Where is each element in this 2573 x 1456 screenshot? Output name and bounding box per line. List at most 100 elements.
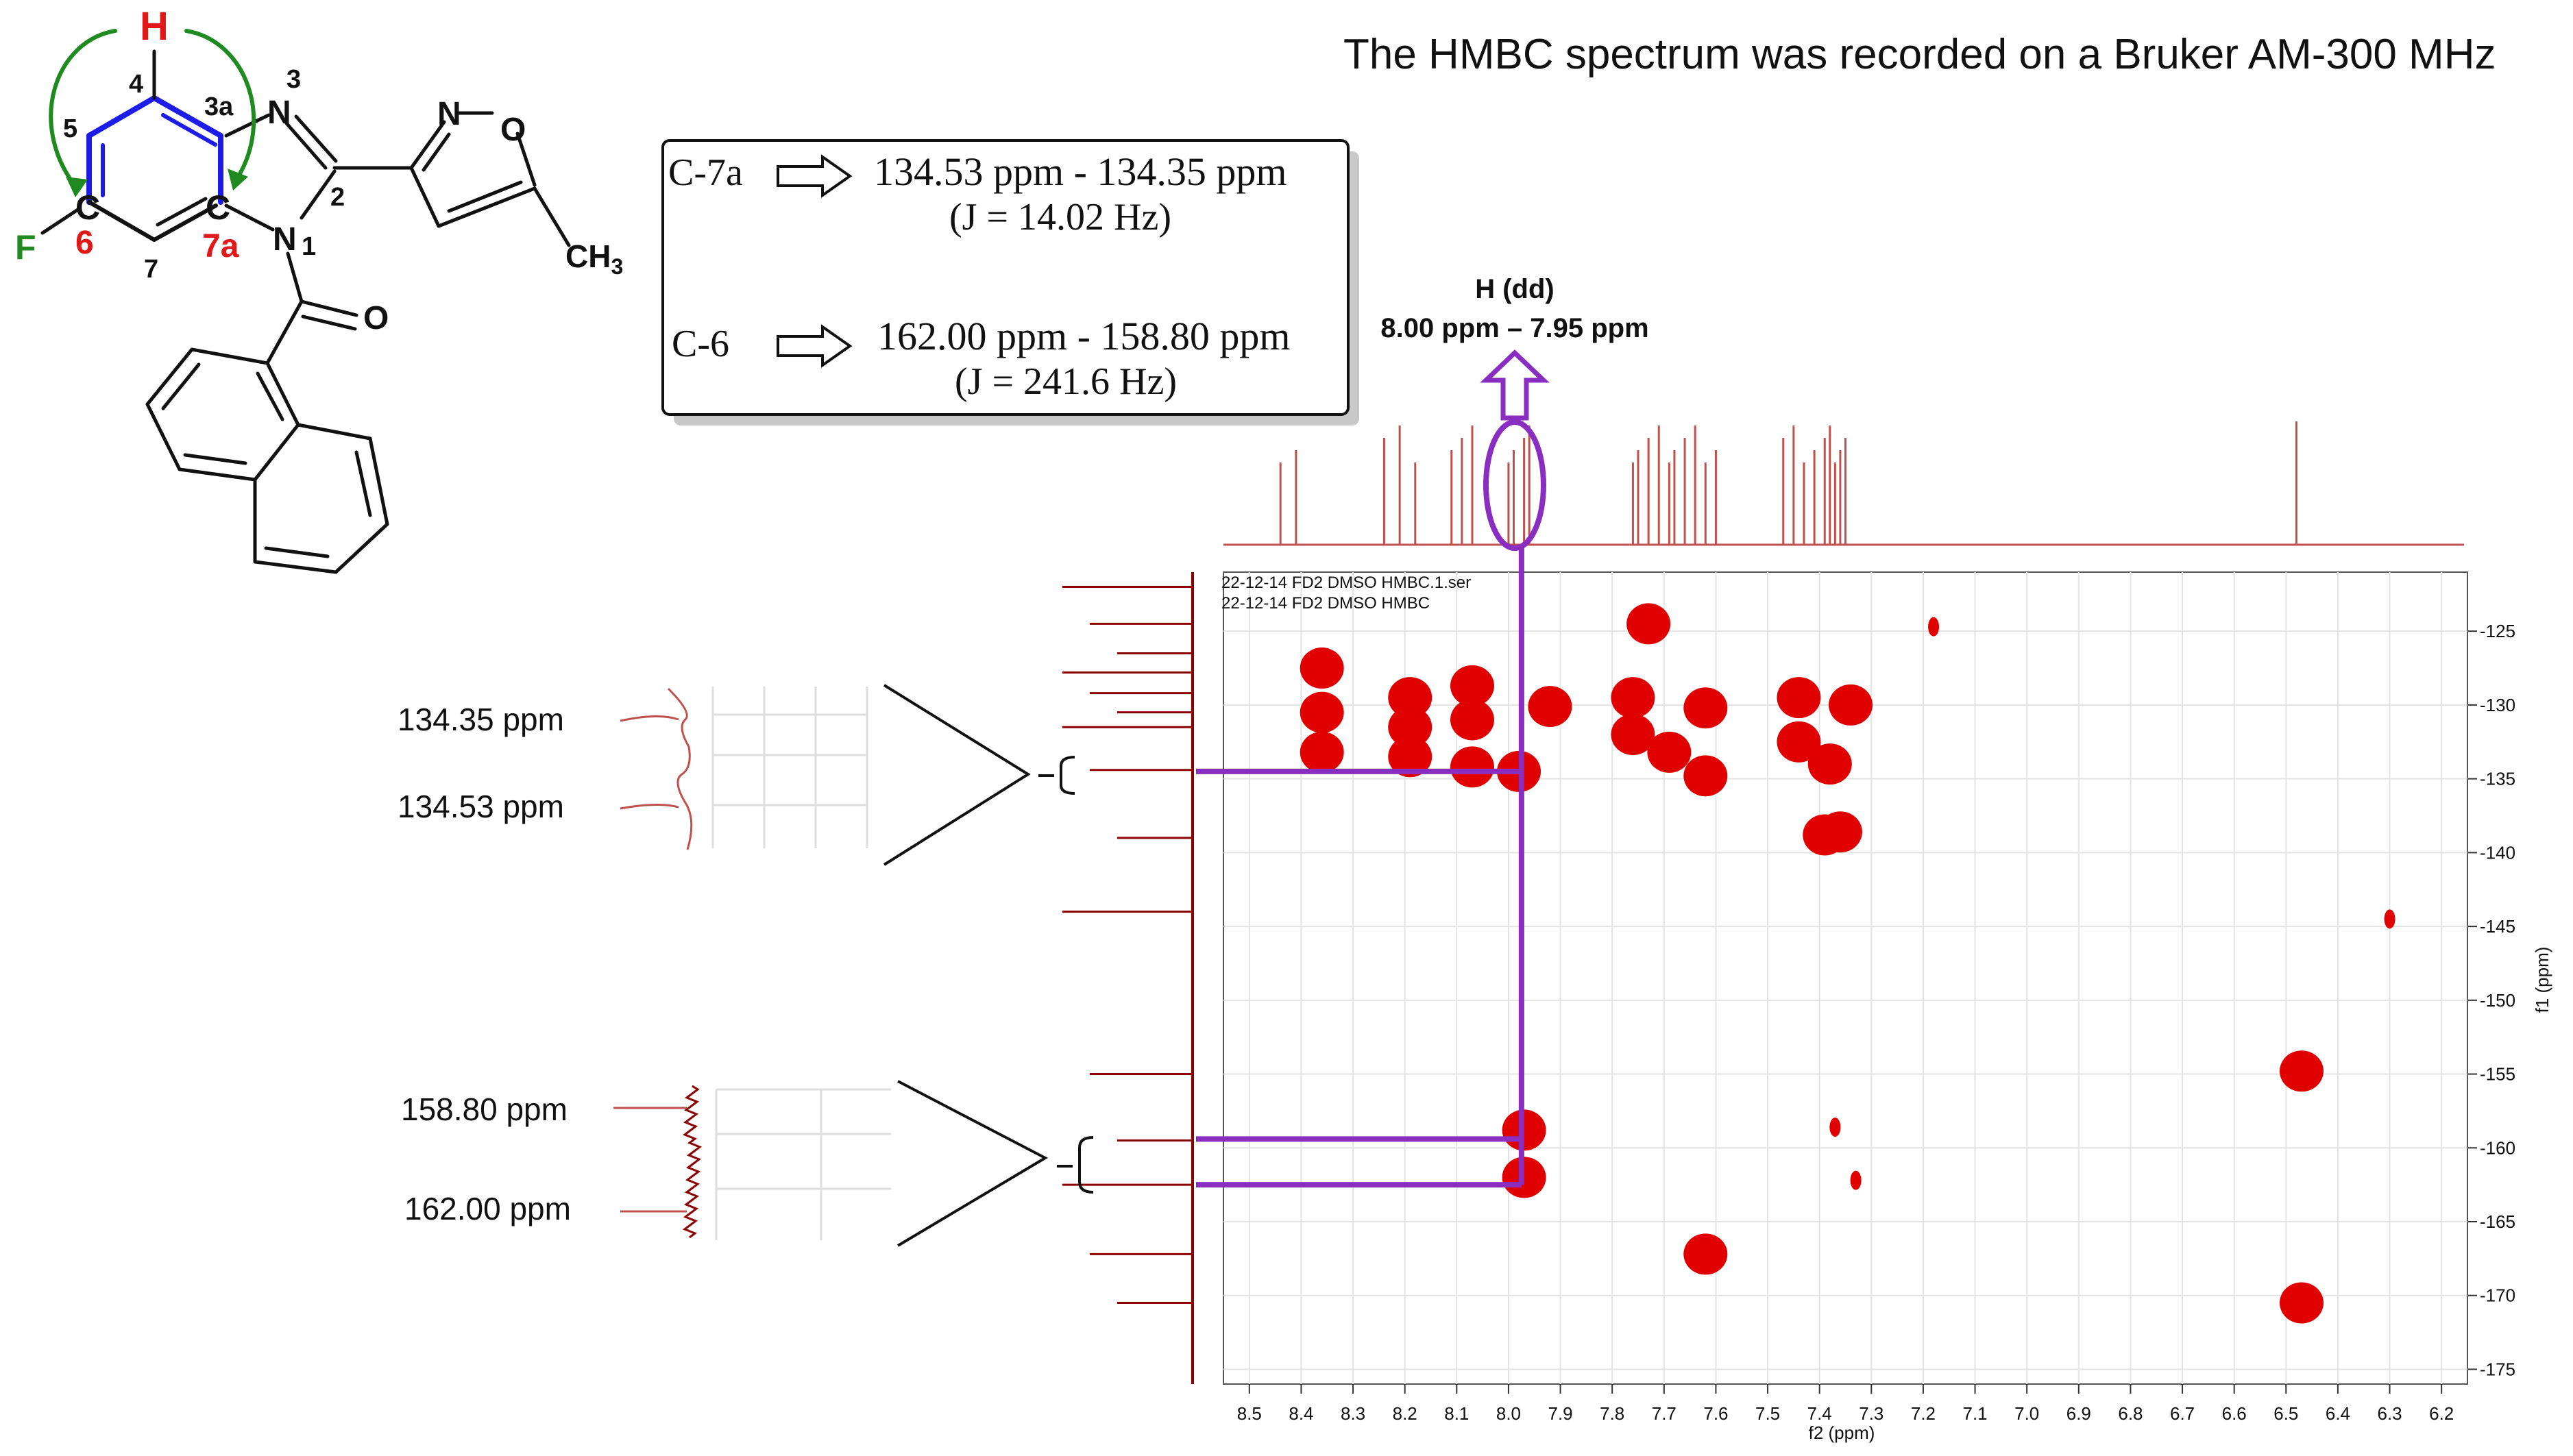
x-tick-label: 7.8 [1600,1403,1624,1424]
zoom2-label-top: 158.80 ppm [401,1091,568,1127]
up-arrow-icon [1480,349,1550,421]
locant-1: 1 [302,232,316,261]
c6-values: 162.00 ppm - 158.80 ppm [877,314,1291,358]
atom-o-isoxazole: O [500,112,526,148]
coupling-info-box: C-7a 134.53 ppm - 134.35 ppm (J = 14.02 … [661,139,1359,425]
arrow-right-icon [777,154,853,198]
x-tick-label: 6.3 [2377,1403,2402,1424]
cross-peak [1683,687,1728,729]
x-tick-label: 8.1 [1444,1403,1469,1424]
y-tick-label: -150 [2480,990,2515,1011]
y-tick-label: -135 [2480,769,2515,789]
c7a-label: C-7a [668,151,743,194]
y-tick-label: -130 [2480,695,2515,715]
x-tick-label: 7.2 [1911,1403,1936,1424]
cross-peak [1818,811,1862,853]
cross-peak [1777,677,1821,719]
cross-peak [1450,699,1494,741]
x-tick-label: 8.5 [1237,1403,1262,1424]
atom-n1: N [273,221,297,258]
atom-c7a: C [206,188,230,227]
x-tick-label: 7.1 [1962,1403,1987,1424]
cross-peak [1777,721,1821,763]
cross-peak [1647,731,1692,773]
x-axis-label: f2 (ppm) [1809,1422,1875,1443]
x-tick-label: 6.9 [2066,1403,2091,1424]
cross-peak [1300,691,1344,733]
zoom-inset-c7a: 134.35 ppm 134.53 ppm [398,684,1075,866]
atom-n-isoxazole: N [437,96,461,132]
y-tick-label: -125 [2480,621,2515,641]
x-tick-label: 6.8 [2118,1403,2143,1424]
locant-3a: 3a [204,92,234,121]
highlight-ellipse [1483,419,1546,551]
cross-peak [1850,1170,1862,1190]
cross-peak [1450,746,1494,788]
c6-coupling: (J = 241.6 Hz) [955,360,1177,403]
locant-2: 2 [330,183,345,212]
x-tick-label: 6.7 [2170,1403,2195,1424]
cross-peak [1683,755,1728,797]
file-label-2: 22-12-14 FD2 DMSO HMBC [1221,594,1430,613]
locant-7a: 7a [202,228,239,264]
cross-peak [1683,1233,1728,1275]
x-tick-label: 8.4 [1289,1403,1313,1424]
file-label-1: 22-12-14 FD2 DMSO HMBC.1.ser [1221,573,1471,592]
atom-o-carbonyl: O [363,300,389,336]
cross-peak [1626,603,1671,645]
locant-3: 3 [286,65,301,94]
y-tick-label: -160 [2480,1137,2515,1158]
locant-4: 4 [129,70,143,99]
cross-peak [1388,677,1432,719]
proton-spectrum [1223,419,2464,551]
atom-ch3: CH3 [565,238,623,279]
arrow-right-icon [777,324,853,368]
atom-c6: C [75,188,100,227]
x-tick-label: 6.4 [2326,1403,2350,1424]
zoom2-label-bottom: 162.00 ppm [404,1191,571,1226]
x-tick-label: 8.2 [1393,1403,1417,1424]
x-tick-label: 7.5 [1755,1403,1780,1424]
x-tick-label: 7.7 [1652,1403,1676,1424]
y-tick-label: -175 [2480,1359,2515,1379]
x-tick-label: 7.3 [1859,1403,1883,1424]
cross-peak [1611,677,1655,719]
proton-annotation-range: 8.00 ppm – 7.95 ppm [1380,313,1648,343]
cross-peak [1829,1118,1841,1137]
c6-label: C-6 [672,323,729,365]
zoom1-label-bottom: 134.53 ppm [398,789,564,824]
locant-6: 6 [75,225,94,261]
zoom2-trace [682,1085,703,1239]
molecule-labels: H F N N N O O C C CH3 4 5 3a 3 2 6 7 7a … [15,4,623,336]
proton-annotation: H (dd) 8.00 ppm – 7.95 ppm [1380,274,1649,421]
x-tick-label: 7.0 [2014,1403,2039,1424]
locant-7: 7 [144,255,158,284]
x-tick-label: 6.2 [2429,1403,2454,1424]
c7a-coupling: (J = 14.02 Hz) [949,196,1171,238]
zoom1-label-top: 134.35 ppm [398,702,564,737]
atom-h: H [140,4,169,49]
atom-n3: N [267,95,291,131]
x-tick-label: 7.9 [1548,1403,1572,1424]
x-tick-label: 6.5 [2273,1403,2298,1424]
cross-peak [1928,617,1940,637]
c7a-values: 134.53 ppm - 134.35 ppm [874,149,1287,194]
figure-caption: The HMBC spectrum was recorded on a Bruk… [1343,31,2496,78]
molecule-structure [40,29,571,574]
x-tick-label: 7.4 [1807,1403,1832,1424]
y-tick-label: -155 [2480,1064,2515,1085]
x-tick-label: 8.3 [1341,1403,1365,1424]
cross-peak [1450,665,1494,706]
cross-peak [1807,743,1852,785]
proton-annotation-title: H (dd) [1475,274,1554,304]
y-tick-label: -170 [2480,1285,2515,1306]
cross-peak [2280,1050,2324,1092]
y-axis-label: f1 (ppm) [2532,947,2552,1013]
x-tick-label: 6.6 [2222,1403,2247,1424]
y-tick-label: -165 [2480,1211,2515,1232]
atom-f: F [15,228,36,267]
zoom-inset-c6: 158.80 ppm 162.00 ppm [401,1080,1094,1247]
locant-5: 5 [63,114,77,143]
cross-peak [1829,684,1873,726]
